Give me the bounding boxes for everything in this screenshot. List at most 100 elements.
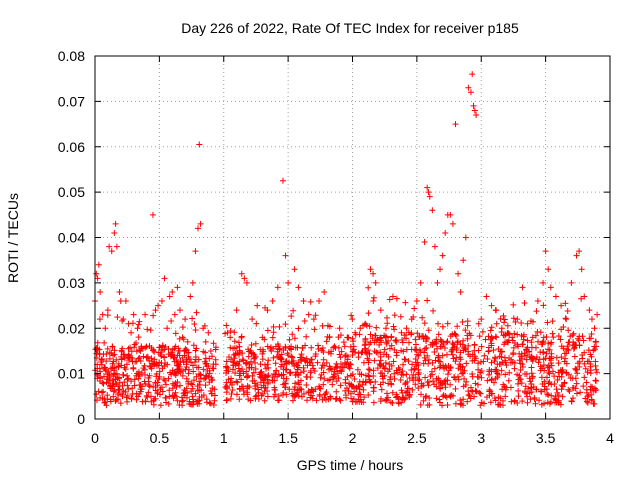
data-point bbox=[517, 376, 524, 383]
data-point bbox=[579, 351, 586, 358]
data-point bbox=[271, 377, 278, 384]
data-point bbox=[549, 318, 556, 325]
data-point bbox=[365, 284, 372, 291]
data-point bbox=[566, 388, 573, 395]
data-point bbox=[231, 355, 238, 362]
data-point bbox=[344, 356, 351, 363]
data-point bbox=[403, 325, 410, 332]
data-point bbox=[465, 348, 472, 355]
data-point bbox=[544, 390, 551, 397]
data-point bbox=[304, 397, 311, 404]
data-point bbox=[455, 270, 462, 277]
data-point bbox=[449, 351, 456, 358]
data-point bbox=[189, 362, 196, 369]
data-point bbox=[165, 375, 172, 382]
data-point bbox=[420, 382, 427, 389]
data-point bbox=[200, 366, 207, 373]
data-point bbox=[261, 397, 268, 404]
data-point bbox=[519, 284, 526, 291]
data-point bbox=[532, 332, 539, 339]
data-point bbox=[372, 332, 379, 339]
data-point bbox=[264, 373, 271, 380]
data-point bbox=[475, 366, 482, 373]
data-point bbox=[365, 310, 372, 317]
data-point bbox=[521, 300, 528, 307]
data-point bbox=[305, 311, 312, 318]
data-point bbox=[588, 316, 595, 323]
data-point bbox=[487, 327, 494, 334]
data-point bbox=[137, 358, 144, 365]
data-point bbox=[304, 362, 311, 369]
data-point bbox=[578, 266, 585, 273]
data-point bbox=[386, 345, 393, 352]
data-point bbox=[469, 373, 476, 380]
data-point bbox=[424, 352, 431, 359]
data-point bbox=[443, 351, 450, 358]
data-point bbox=[590, 387, 597, 394]
data-point bbox=[553, 386, 560, 393]
data-point bbox=[231, 345, 238, 352]
data-point bbox=[429, 207, 436, 214]
data-point bbox=[362, 335, 369, 342]
data-point bbox=[488, 377, 495, 384]
data-point bbox=[518, 350, 525, 357]
data-point bbox=[316, 298, 323, 305]
data-point bbox=[478, 368, 485, 375]
data-point bbox=[233, 378, 240, 385]
data-point bbox=[198, 394, 205, 401]
data-point bbox=[571, 353, 578, 360]
data-point bbox=[272, 360, 279, 367]
data-point bbox=[476, 333, 483, 340]
data-point bbox=[545, 340, 552, 347]
data-point bbox=[366, 378, 373, 385]
data-point bbox=[111, 364, 118, 371]
data-point bbox=[439, 393, 446, 400]
data-point bbox=[473, 111, 480, 118]
data-point bbox=[370, 298, 377, 305]
data-point bbox=[145, 375, 152, 382]
data-point bbox=[511, 330, 518, 337]
data-point bbox=[174, 352, 181, 359]
data-point bbox=[152, 379, 159, 386]
data-point bbox=[510, 344, 517, 351]
data-point bbox=[222, 330, 229, 337]
data-point bbox=[484, 355, 491, 362]
data-point bbox=[352, 331, 359, 338]
data-point bbox=[193, 364, 200, 371]
data-point bbox=[230, 362, 237, 369]
data-point bbox=[423, 393, 430, 400]
data-point bbox=[287, 370, 294, 377]
data-point bbox=[514, 331, 521, 338]
data-point bbox=[286, 336, 293, 343]
data-point bbox=[190, 377, 197, 384]
data-point bbox=[449, 220, 456, 227]
data-point bbox=[433, 395, 440, 402]
data-point bbox=[573, 380, 580, 387]
data-point bbox=[558, 326, 565, 333]
data-point bbox=[555, 332, 562, 339]
data-point bbox=[437, 358, 444, 365]
data-point bbox=[558, 354, 565, 361]
data-point bbox=[484, 377, 491, 384]
data-point bbox=[110, 393, 117, 400]
data-point bbox=[97, 359, 104, 366]
data-point bbox=[308, 344, 315, 351]
data-point bbox=[377, 334, 384, 341]
data-point bbox=[173, 383, 180, 390]
data-point bbox=[264, 361, 271, 368]
data-point bbox=[259, 346, 266, 353]
data-point bbox=[431, 243, 438, 250]
data-point bbox=[387, 399, 394, 406]
data-point bbox=[151, 348, 158, 355]
data-point bbox=[361, 394, 368, 401]
axis-ticks bbox=[94, 55, 611, 420]
data-point bbox=[537, 329, 544, 336]
data-point bbox=[195, 225, 201, 232]
data-points bbox=[92, 71, 601, 409]
data-point bbox=[93, 270, 100, 277]
data-point bbox=[390, 358, 397, 365]
data-point bbox=[538, 374, 545, 381]
data-point bbox=[519, 398, 526, 405]
data-point bbox=[425, 327, 432, 334]
data-point bbox=[223, 322, 230, 329]
